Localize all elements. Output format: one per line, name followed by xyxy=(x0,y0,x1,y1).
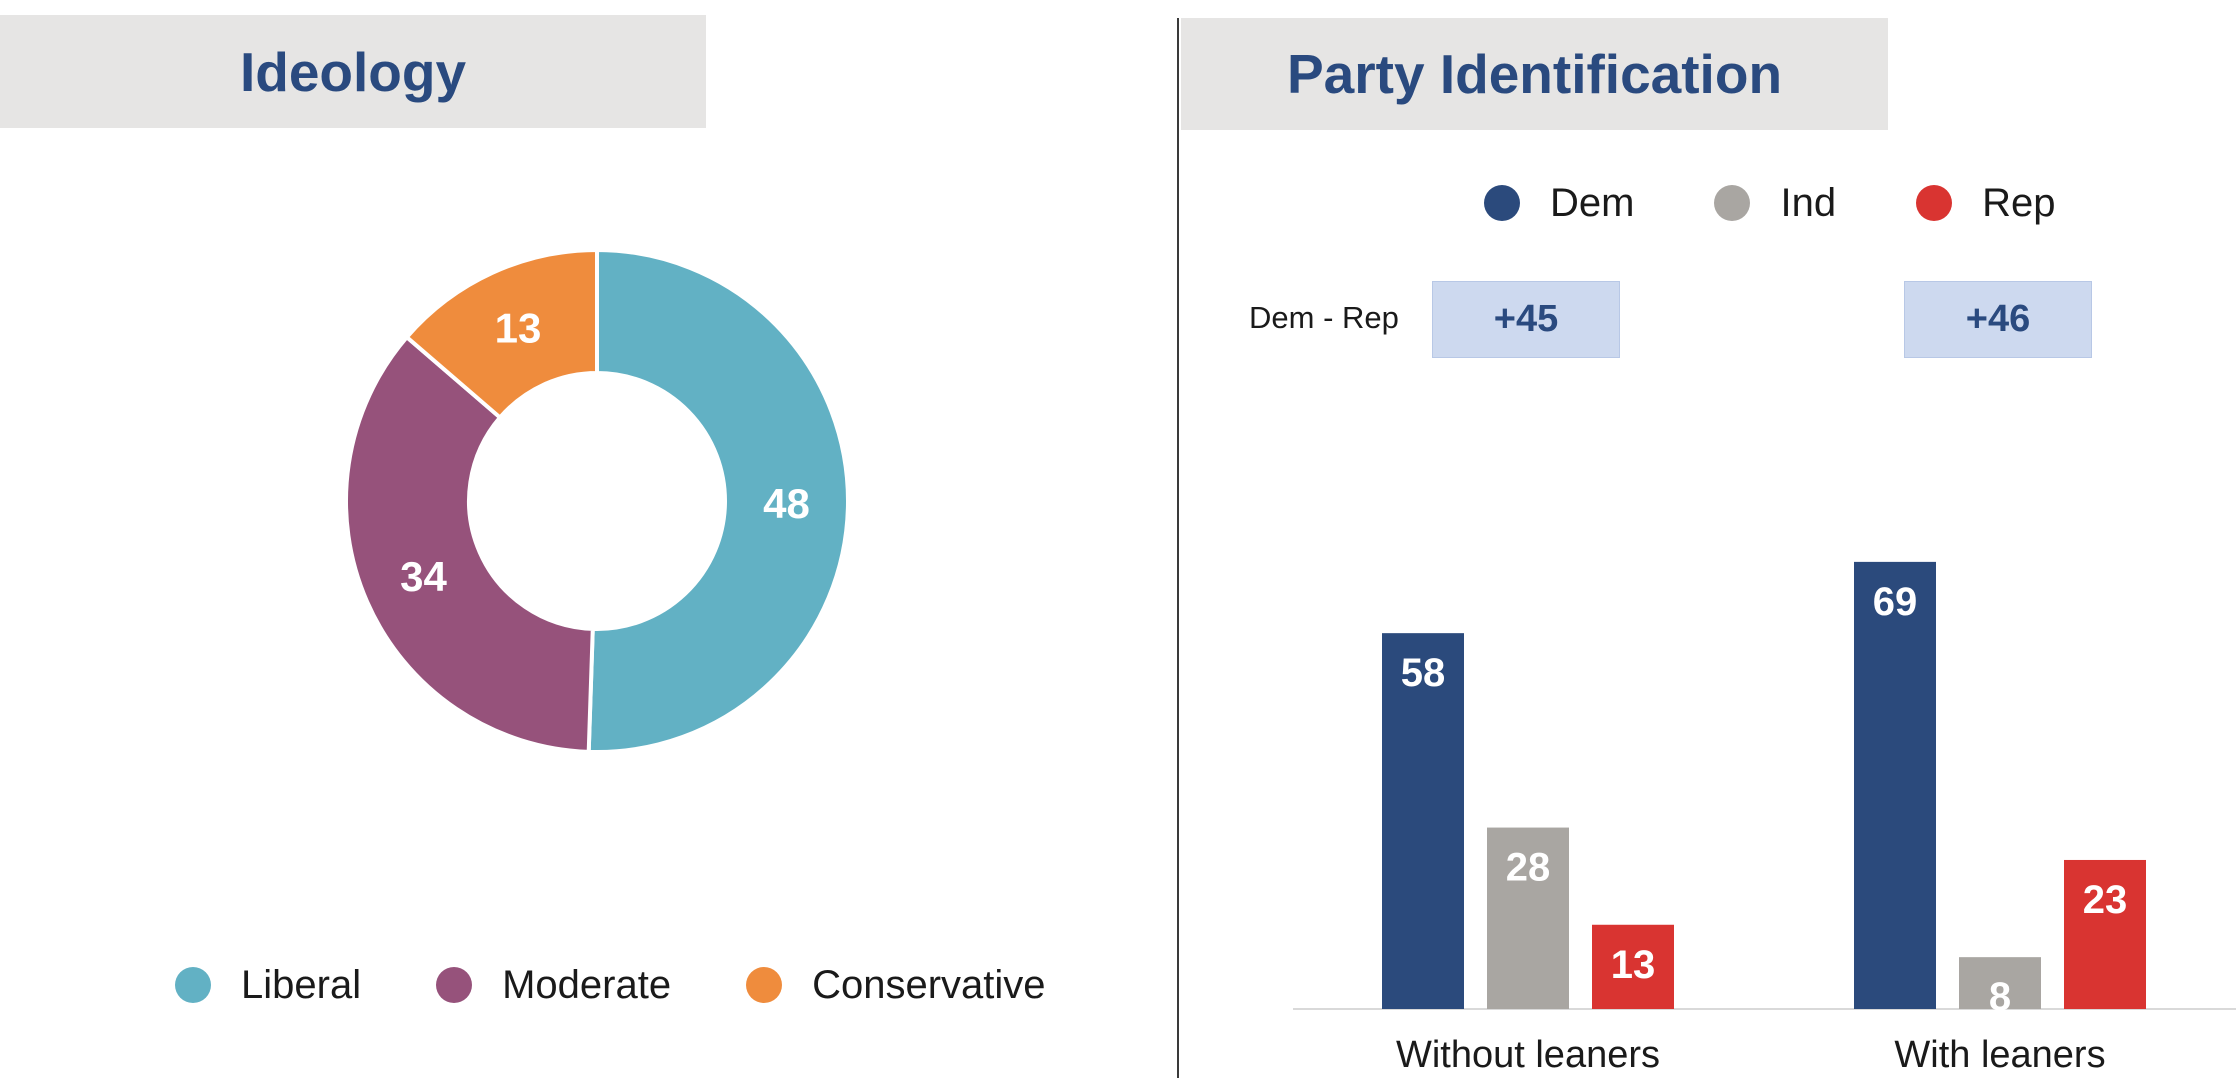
legend-item-conservative: Conservative xyxy=(746,962,1046,1008)
legend-item-rep: Rep xyxy=(1916,181,2055,226)
legend-swatch-moderate xyxy=(436,967,473,1003)
party-title: Party Identification xyxy=(1286,43,1783,105)
bar-ind-without-leaners xyxy=(1487,827,1569,1009)
donut-label-liberal: 48 xyxy=(763,480,810,527)
legend-item-ind: Ind xyxy=(1714,181,1836,226)
dem-rep-diff-with-leaners: +46 xyxy=(1904,281,2092,358)
bar-dem-with-leaners xyxy=(1854,561,1936,1009)
bar-label-ind-with-leaners: 8 xyxy=(1989,975,2011,1019)
bar-label-rep-without-leaners: 13 xyxy=(1611,943,1656,987)
dem-rep-diff-without-leaners: +45 xyxy=(1432,281,1620,358)
bar-rep-with-leaners xyxy=(2064,859,2146,1009)
legend-swatch-rep xyxy=(1916,185,1953,221)
ideology-donut-chart: 48 34 13 xyxy=(344,247,850,754)
party-title-box: Party Identification xyxy=(1181,18,1888,130)
bar-label-dem-without-leaners: 58 xyxy=(1401,651,1446,695)
donut-slice-conservative xyxy=(403,247,599,421)
legend-swatch-dem xyxy=(1484,185,1520,221)
bar-label-dem-with-leaners: 69 xyxy=(1873,580,1918,624)
x-tick-label-with-leaners: With leaners xyxy=(1894,1034,2105,1074)
panel-divider xyxy=(1177,18,1179,1078)
bar-label-ind-without-leaners: 28 xyxy=(1506,846,1551,890)
ideology-legend: Liberal Moderate Conservative xyxy=(175,955,1121,1015)
ideology-title-box: Ideology xyxy=(0,15,706,128)
legend-label-moderate: Moderate xyxy=(502,962,672,1007)
legend-label-liberal: Liberal xyxy=(241,962,362,1007)
legend-label-ind: Ind xyxy=(1780,180,1837,225)
legend-label-rep: Rep xyxy=(1982,180,2056,225)
donut-label-moderate: 34 xyxy=(400,553,447,600)
legend-item-dem: Dem xyxy=(1484,181,1634,226)
x-tick-label-without-leaners: Without leaners xyxy=(1396,1034,1660,1074)
bar-rep-without-leaners xyxy=(1592,924,1674,1009)
legend-item-moderate: Moderate xyxy=(436,963,671,1008)
donut-label-conservative: 13 xyxy=(495,305,542,352)
dem-rep-diff-label: Dem - Rep xyxy=(1249,300,1399,335)
legend-swatch-ind xyxy=(1714,185,1751,221)
donut-slice-liberal xyxy=(586,247,850,754)
bar-ind-with-leaners xyxy=(1959,957,2041,1009)
ideology-title: Ideology xyxy=(239,40,467,103)
party-legend: Dem Ind Rep xyxy=(1484,173,2135,233)
legend-label-conservative: Conservative xyxy=(812,962,1046,1007)
legend-swatch-liberal xyxy=(175,967,211,1003)
bar-label-rep-with-leaners: 23 xyxy=(2083,878,2128,922)
legend-item-liberal: Liberal xyxy=(175,963,361,1008)
legend-swatch-conservative xyxy=(746,967,783,1003)
legend-label-dem: Dem xyxy=(1550,180,1635,225)
bar-dem-without-leaners xyxy=(1382,633,1464,1009)
donut-slice-moderate xyxy=(344,334,595,754)
